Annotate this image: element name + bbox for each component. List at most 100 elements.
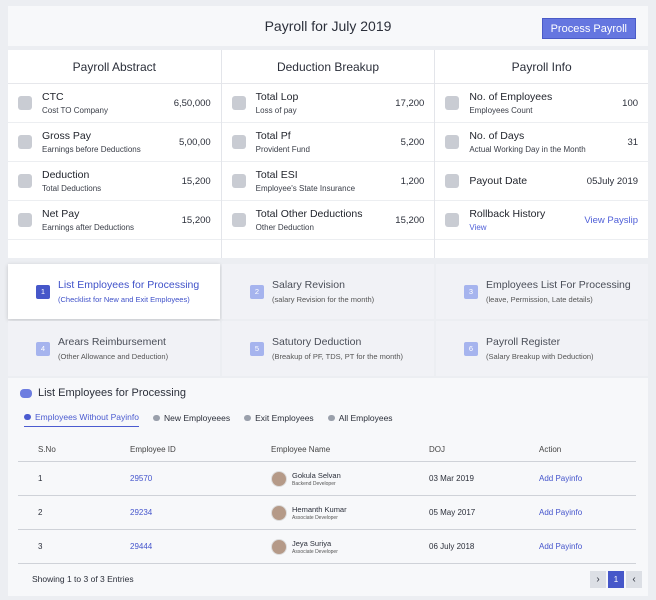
item-sub[interactable]: View [469, 223, 487, 232]
panel: Payroll Info No. of Employees Employees Co… [435, 50, 649, 258]
action-cell: Add Payinfo [539, 542, 636, 551]
panel-item: Total Other Deductions Other Deduction 15,… [221, 201, 435, 240]
step-card[interactable]: 5 Satutory Deduction (Breakup of PF, TDS, … [222, 321, 434, 376]
item-label: CTC [42, 91, 64, 103]
panel-item: No. of Employees Employees Count 100 [435, 84, 649, 123]
step-sub: (leave, Permission, Late details) [486, 295, 593, 304]
add-payinfo-link[interactable]: Add Payinfo [539, 542, 583, 551]
item-value: 05July 2019 [586, 175, 639, 187]
page-title: Payroll for July 2019 [264, 18, 392, 34]
column-header: DOJ [429, 445, 445, 454]
employee-name: Jeya Suriya [292, 538, 332, 548]
panel-title: Payroll Abstract [8, 50, 221, 84]
tab-icon [24, 414, 31, 420]
avatar [271, 504, 287, 521]
tab-label: Employees Without Payinfo [35, 412, 139, 422]
tab[interactable]: Exit Employees [244, 412, 314, 427]
summary-panels: Payroll Abstract CTC Cost TO Company 6,50,0… [8, 50, 649, 258]
step-text: Satutory Deduction (Breakup of PF, TDS, P… [272, 336, 403, 361]
item-sub: Cost TO Company [42, 106, 108, 115]
item-icon [18, 135, 32, 149]
step-card[interactable]: 4 Arears Reimbursement (Other Allowance an… [8, 321, 220, 376]
item-sub: Earnings before Deductions [42, 145, 141, 154]
panel-item: No. of Days Actual Working Day in the Mon… [435, 123, 649, 162]
item-text: CTC Cost TO Company [42, 91, 174, 115]
panel-item: Total Pf Provident Fund 5,200 [221, 123, 435, 162]
tab-label: Exit Employees [255, 412, 314, 423]
item-value: 5,00,00 [178, 136, 211, 148]
item-text: Total ESI Employee's State Insurance [256, 169, 401, 193]
item-label: Net Pay [42, 208, 80, 220]
tab-icon [244, 414, 252, 421]
name-block: Jeya Suriya Associate Developer [292, 539, 338, 555]
avatar [271, 538, 287, 555]
step-text: List Employees for Processing (Checklist … [58, 279, 199, 304]
item-text: Deduction Total Deductions [42, 169, 182, 193]
employee-id[interactable]: 29570 [130, 474, 153, 483]
name-cell: Hemanth Kumar Associate Developer [271, 504, 429, 521]
item-label: Total Pf [255, 130, 291, 142]
page-button[interactable]: ‹ [626, 571, 642, 588]
item-icon [18, 96, 32, 110]
table-row: 3 29444 Jeya Suriya Associate Developer 06 J… [18, 530, 636, 564]
step-sub: (Salary Breakup with Deduction) [486, 352, 594, 361]
item-text: Gross Pay Earnings before Deductions [42, 130, 179, 154]
item-label: Payout Date [469, 175, 528, 187]
item-icon [445, 213, 460, 227]
employee-table: S.No Employee ID Employee Name DOJ Action 1 29… [18, 438, 636, 564]
page-button[interactable]: 1 [608, 571, 624, 588]
tab-label: All Employees [338, 412, 393, 423]
name-block: Gokula Selvan Backend Developer [292, 471, 341, 487]
column-header: Action [539, 445, 562, 454]
doj: 03 Mar 2019 [429, 474, 474, 483]
item-text: No. of Days Actual Working Day in the Mon… [469, 130, 627, 154]
add-payinfo-link[interactable]: Add Payinfo [539, 474, 583, 483]
item-sub: Employees Count [469, 106, 533, 115]
step-text: Salary Revision (salary Revision for the … [272, 279, 374, 304]
item-value[interactable]: View Payslip [584, 214, 639, 226]
item-icon [231, 135, 246, 149]
item-label: Total Other Deductions [255, 208, 363, 220]
avatar [271, 470, 287, 487]
item-text: Payout Date [469, 175, 586, 187]
tab[interactable]: Employees Without Payinfo [24, 412, 139, 427]
employee-role: Associate Developer [292, 548, 338, 555]
item-sub: Earnings after Deductions [42, 223, 135, 232]
serial-no: 3 [38, 542, 43, 551]
item-label: Rollback History [469, 208, 546, 220]
step-title: Payroll Register [486, 336, 561, 348]
step-title: Satutory Deduction [272, 336, 362, 348]
item-value: 31 [627, 136, 639, 148]
item-icon [18, 213, 32, 227]
page-button[interactable]: › [590, 571, 606, 588]
name-cell: Gokula Selvan Backend Developer [271, 470, 429, 487]
serial-no: 1 [38, 474, 43, 483]
item-icon [445, 174, 460, 188]
tab-icon [327, 414, 335, 421]
action-cell: Add Payinfo [539, 474, 636, 483]
item-sub: Actual Working Day in the Month [469, 145, 586, 154]
step-card[interactable]: 3 Employees List For Processing (leave, Pe… [436, 264, 648, 319]
add-payinfo-link[interactable]: Add Payinfo [539, 508, 583, 517]
step-sub: (Breakup of PF, TDS, PT for the month) [272, 352, 404, 361]
step-card[interactable]: 6 Payroll Register (Salary Breakup with De… [436, 321, 648, 376]
tab-icon [152, 414, 160, 421]
step-title: Employees List For Processing [486, 279, 631, 291]
item-value: 17,200 [395, 97, 425, 109]
item-sub: Loss of pay [255, 106, 297, 115]
employee-id[interactable]: 29234 [130, 508, 153, 517]
tab[interactable]: New Employeees [152, 412, 230, 427]
step-title: Arears Reimbursement [58, 336, 166, 348]
step-card[interactable]: 2 Salary Revision (salary Revision for the… [222, 264, 434, 319]
item-icon [445, 96, 460, 110]
item-sub: Other Deduction [255, 223, 314, 232]
panel-item: Total Lop Loss of pay 17,200 [221, 84, 435, 123]
employee-id[interactable]: 29444 [130, 542, 153, 551]
step-card[interactable]: 1 List Employees for Processing (Checklist… [8, 264, 220, 319]
item-icon [445, 135, 460, 149]
process-payroll-button[interactable]: Process Payroll [541, 18, 636, 39]
section-title: List Employees for Processing [38, 387, 186, 399]
step-number: 1 [36, 284, 50, 299]
tab[interactable]: All Employees [327, 412, 393, 427]
